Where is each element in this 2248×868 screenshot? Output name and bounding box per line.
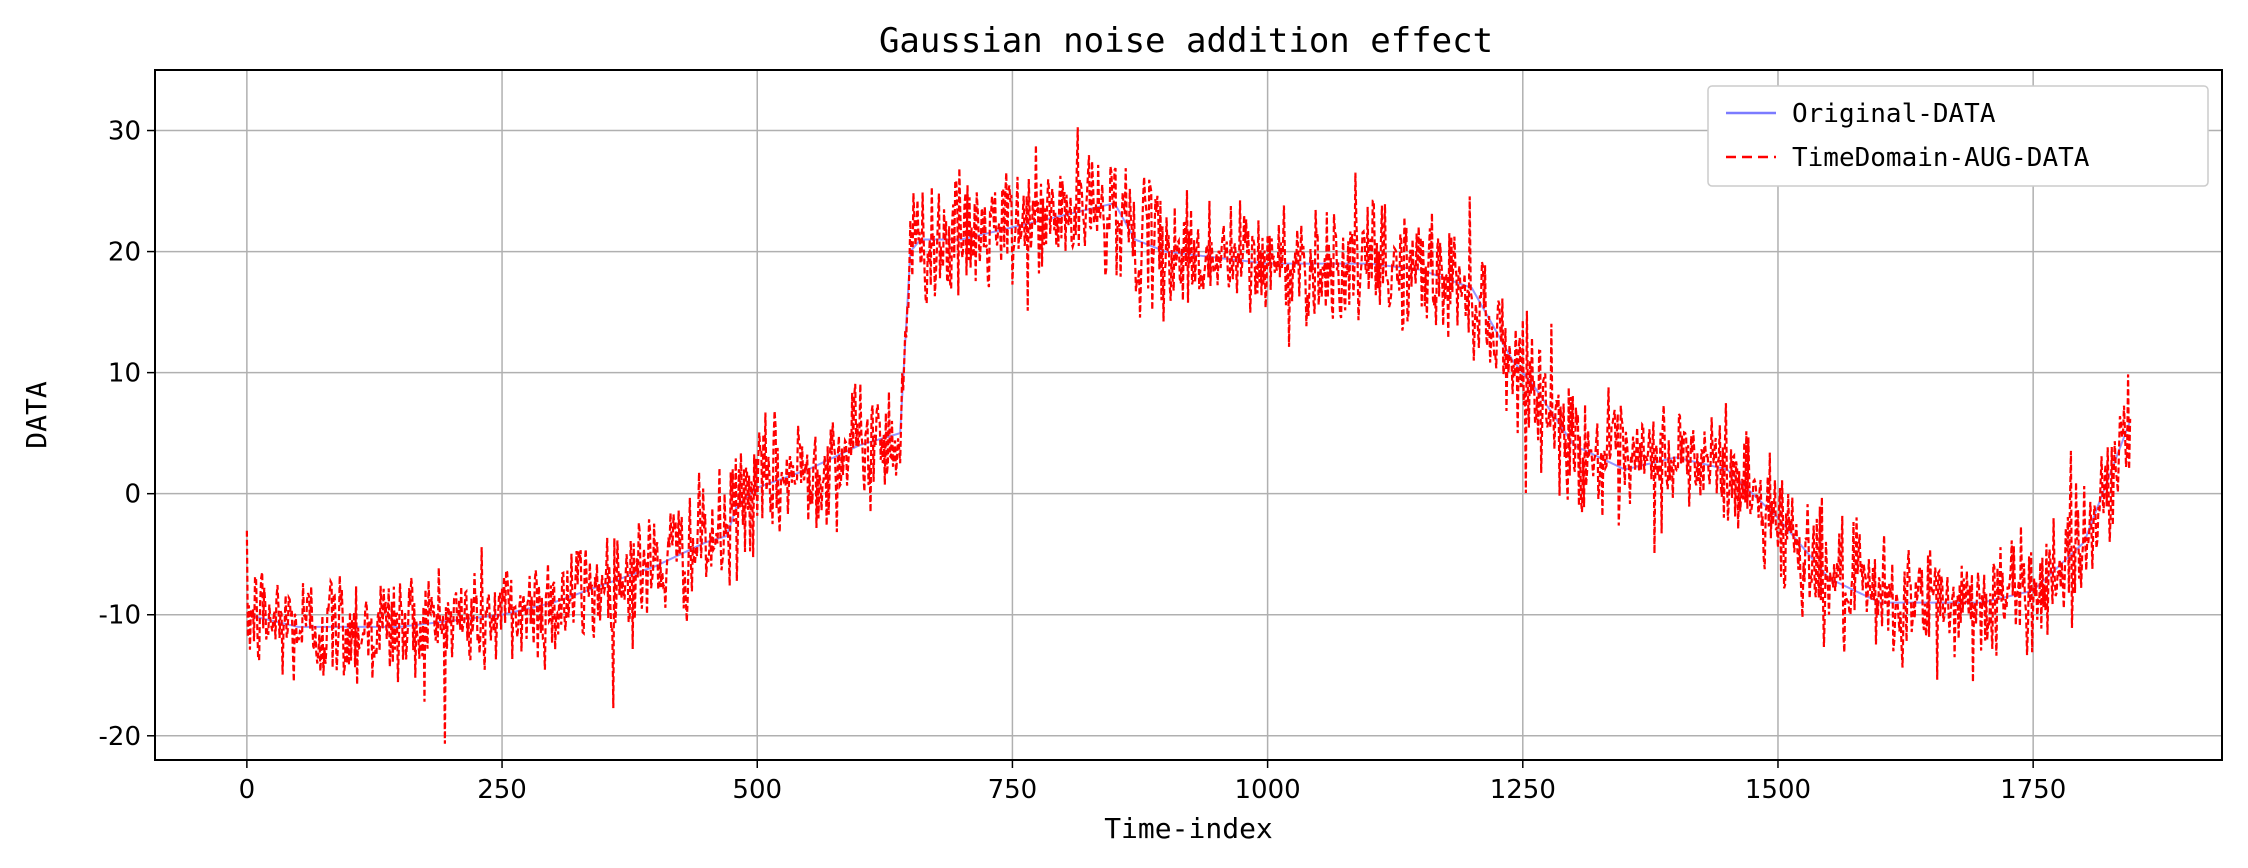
series-layer: [245, 127, 2132, 744]
x-tick-label: 250: [477, 775, 527, 805]
y-tick-label: 30: [108, 117, 141, 147]
x-tick-label: 0: [239, 775, 256, 805]
y-tick-label: 20: [108, 238, 141, 268]
x-tick-label: 750: [988, 775, 1038, 805]
x-tick-label: 1000: [1235, 775, 1301, 805]
x-tick-label: 1750: [2000, 775, 2066, 805]
legend: Original-DATA TimeDomain-AUG-DATA: [1707, 85, 2209, 187]
legend-box: [1707, 85, 2209, 187]
x-tick-label: 500: [732, 775, 782, 805]
plot-frame: [154, 69, 2223, 761]
x-tick-label: 1500: [1745, 775, 1811, 805]
y-tick-label: 0: [124, 480, 141, 510]
ticks: 0 250 500 750 1000 1250 1500 1750 -20 -10 0 10 20 30: [99, 117, 2067, 805]
legend-label-augmented: TimeDomain-AUG-DATA: [1792, 143, 2090, 173]
y-tick-label: -10: [99, 601, 141, 631]
y-tick-label: 10: [108, 359, 141, 389]
x-axis-title: Time-index: [1104, 812, 1273, 845]
y-axis-title: DATA: [20, 381, 53, 449]
x-tick-label: 1250: [1490, 775, 1556, 805]
legend-label-original: Original-DATA: [1792, 99, 1996, 129]
y-tick-label: -20: [99, 722, 141, 752]
series-augmented-line: [245, 127, 2132, 744]
chart-title: Gaussian noise addition effect: [879, 21, 1493, 61]
